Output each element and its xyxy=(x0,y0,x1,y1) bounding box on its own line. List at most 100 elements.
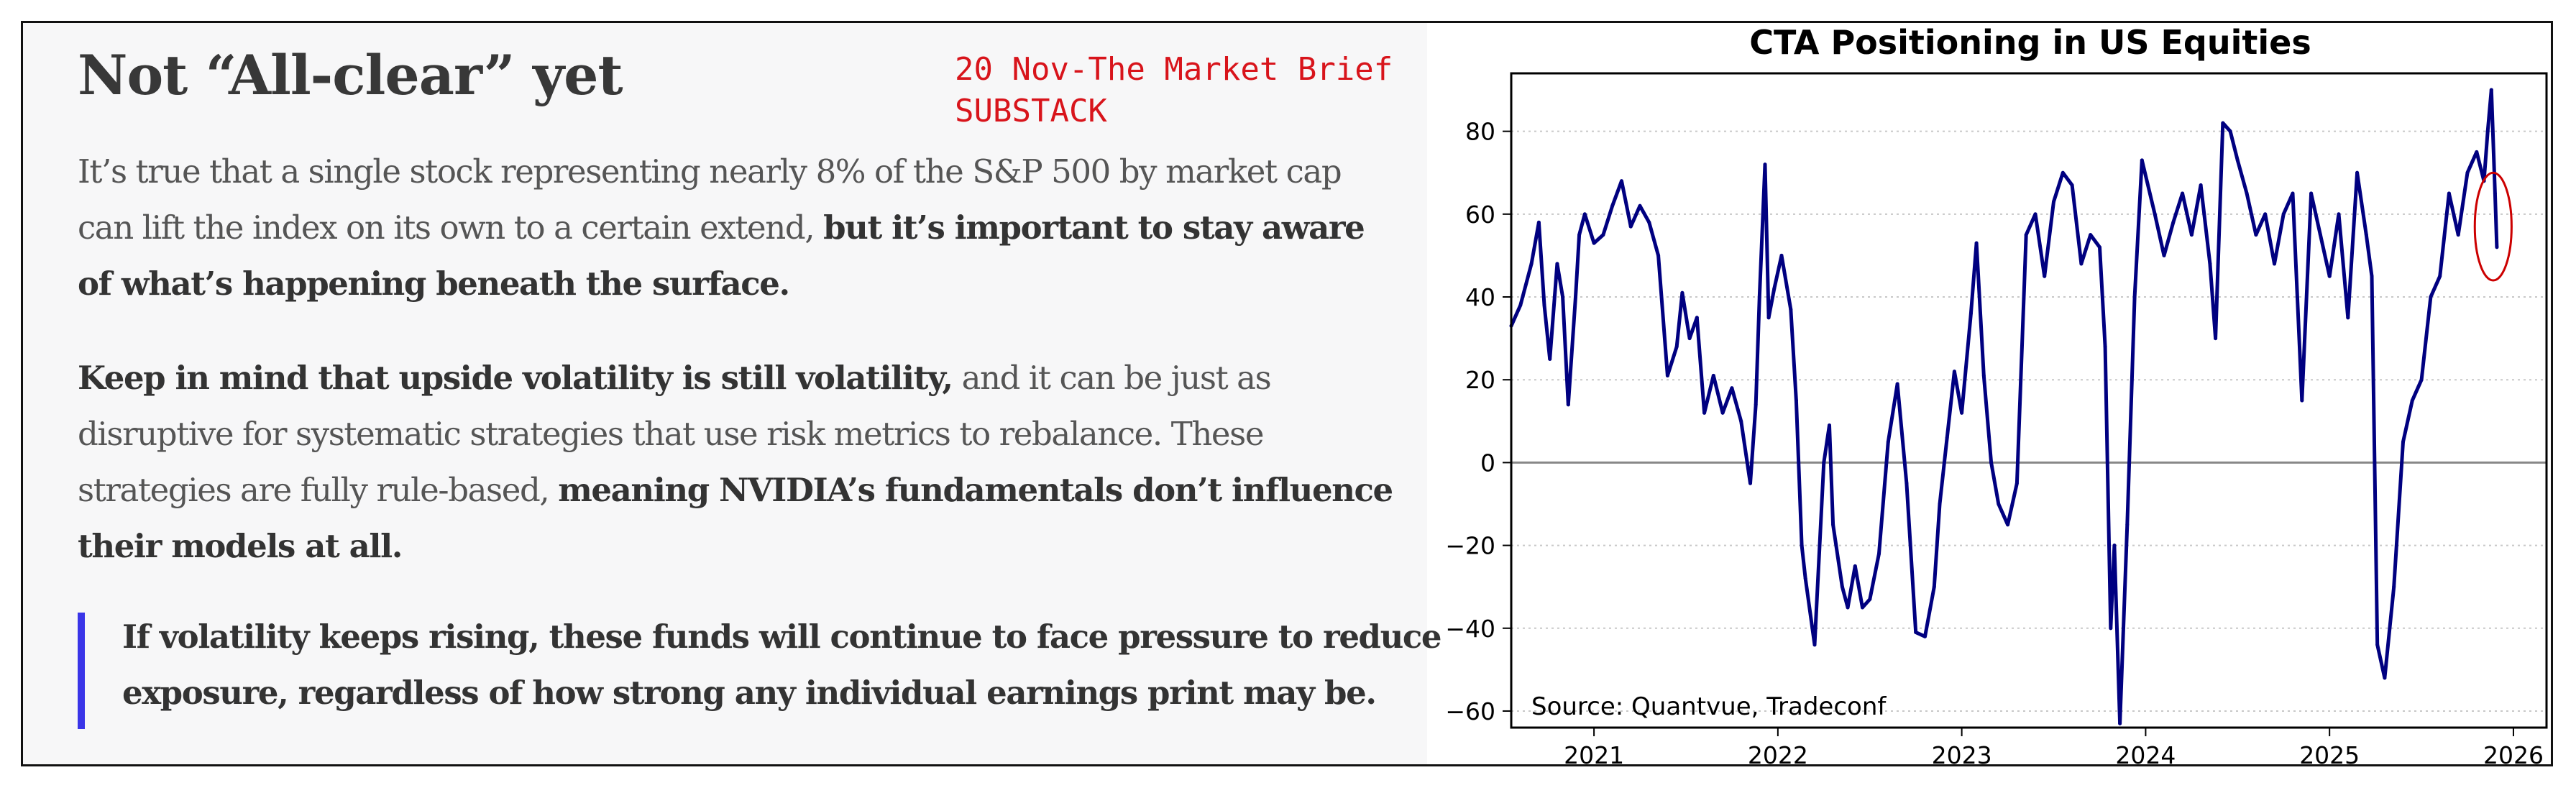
paragraph-1-line-3-bold: of what’s happening beneath the surface. xyxy=(78,265,790,303)
data-point xyxy=(1548,357,1552,361)
data-point xyxy=(1687,336,1692,341)
data-point xyxy=(1665,373,1669,377)
data-point xyxy=(2309,191,2314,196)
data-point xyxy=(1997,502,2001,506)
paragraph-2-line-3-plain: strategies are fully rule-based, xyxy=(78,471,559,509)
data-point xyxy=(2112,544,2117,548)
data-point xyxy=(2079,262,2084,266)
data-point xyxy=(2024,233,2028,237)
data-point xyxy=(2208,262,2212,266)
x-tick-label: 2026 xyxy=(2483,741,2544,764)
data-point xyxy=(2214,336,2218,341)
highlight-ellipse xyxy=(2473,171,2513,282)
data-point xyxy=(2235,158,2240,162)
x-tick-label: 2022 xyxy=(1748,741,1808,764)
paragraph-1-line-2: can lift the index on its own to a certa… xyxy=(78,200,1444,256)
data-point xyxy=(1711,373,1715,377)
y-tick-label: −60 xyxy=(1445,697,1495,725)
paragraph-2-line-3: strategies are fully rule-based, meaning… xyxy=(78,462,1444,518)
data-point xyxy=(1861,605,1865,610)
y-tick-label: 0 xyxy=(1480,449,1495,477)
data-point xyxy=(2199,183,2203,188)
data-point xyxy=(2132,295,2137,299)
paragraph-1: It’s true that a single stock representi… xyxy=(78,144,1444,312)
data-point xyxy=(1800,544,1804,548)
blockquote-line-1: If volatility keeps rising, these funds … xyxy=(122,618,1442,656)
data-point xyxy=(2375,643,2380,647)
data-point xyxy=(1945,436,1949,440)
data-point xyxy=(2291,191,2295,196)
screenshot-frame: Not “All-clear” yet 20 Nov-The Market Br… xyxy=(21,21,2553,766)
data-point xyxy=(1561,295,1565,299)
y-tick-label: 20 xyxy=(1465,366,1495,394)
data-point xyxy=(2419,377,2424,382)
data-point xyxy=(1895,382,1899,386)
data-point xyxy=(2438,274,2442,278)
data-point xyxy=(2493,191,2497,196)
data-point xyxy=(1914,631,1918,635)
data-point xyxy=(1827,423,1831,428)
data-point xyxy=(1763,162,1767,167)
data-point xyxy=(1695,316,1699,320)
data-point xyxy=(1680,290,1685,295)
data-point xyxy=(2189,233,2194,237)
data-point xyxy=(2456,233,2460,237)
data-point xyxy=(1702,411,1707,415)
data-point xyxy=(2392,585,2396,589)
data-point xyxy=(1574,295,1578,299)
data-point xyxy=(2181,191,2185,196)
paragraph-2-line-4-bold: their models at all. xyxy=(78,527,403,565)
data-point xyxy=(1803,577,1807,581)
paragraph-1-line-1: It’s true that a single stock representi… xyxy=(78,152,1342,191)
data-point xyxy=(2103,344,2107,349)
data-point xyxy=(2447,191,2451,196)
y-tick-label: 80 xyxy=(1465,118,1495,146)
data-point xyxy=(1766,316,1771,320)
data-point xyxy=(1592,241,1596,245)
data-point xyxy=(1886,440,1890,444)
data-point xyxy=(2281,212,2286,216)
data-point xyxy=(2043,274,2047,278)
data-point xyxy=(1518,303,1523,308)
cta-positioning-chart: CTA Positioning in US Equities −60 −40 −20… xyxy=(1445,23,2548,764)
data-point xyxy=(1674,344,1679,349)
data-point xyxy=(2109,626,2113,631)
data-point xyxy=(1628,224,1633,229)
data-point xyxy=(2401,440,2405,444)
data-point xyxy=(1789,307,1793,311)
data-point xyxy=(2410,398,2414,403)
data-point xyxy=(1772,286,1777,290)
data-point xyxy=(1555,262,1559,266)
data-point xyxy=(2318,233,2322,237)
data-point xyxy=(2140,158,2144,162)
data-point xyxy=(2383,676,2387,680)
data-point xyxy=(2300,398,2304,403)
stamp-date-line: 20 Nov-The Market Brief xyxy=(955,51,1393,88)
data-point xyxy=(1968,311,1973,316)
data-point xyxy=(2070,183,2074,188)
data-point xyxy=(2052,200,2056,204)
data-point xyxy=(2245,191,2249,196)
paragraph-1-line-2-bold: but it’s important to stay aware xyxy=(823,209,1365,247)
data-point xyxy=(2118,721,2122,725)
paragraph-1-line-3: of what’s happening beneath the surface. xyxy=(78,256,1444,312)
chart-title: CTA Positioning in US Equities xyxy=(1749,23,2311,62)
data-point xyxy=(2370,274,2374,278)
data-point xyxy=(1638,203,1642,208)
data-point xyxy=(2014,481,2019,485)
data-point xyxy=(2228,129,2232,134)
data-point xyxy=(1779,253,1784,257)
data-point xyxy=(1656,253,1661,257)
paragraph-2: Keep in mind that upside volatility is s… xyxy=(78,350,1444,574)
paragraph-2-line-1-plain: and it can be just as xyxy=(952,359,1272,397)
paragraph-2-line-4: their models at all. xyxy=(78,518,1444,574)
data-point xyxy=(1981,373,1986,377)
data-point xyxy=(2485,129,2490,134)
data-point xyxy=(1846,605,1850,610)
data-point xyxy=(2346,316,2350,320)
data-point xyxy=(2489,88,2493,92)
data-point xyxy=(1960,411,1964,415)
data-point xyxy=(1610,203,1615,208)
data-point xyxy=(1989,460,1994,464)
blockquote: If volatility keeps rising, these funds … xyxy=(122,609,1442,721)
